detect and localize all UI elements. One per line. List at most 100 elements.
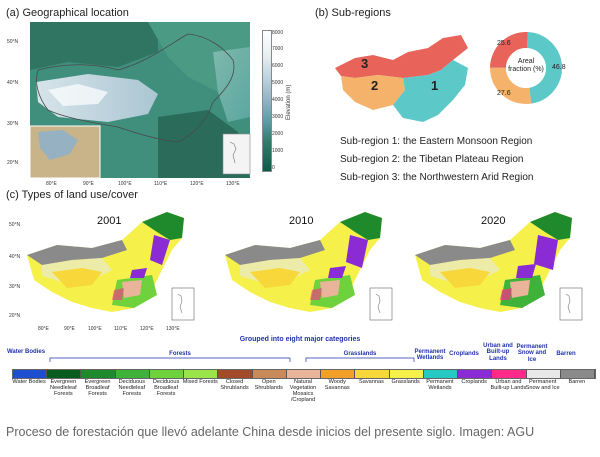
colorbar-label: Elevation (m) xyxy=(286,84,292,120)
legend-class-label: Open Shrublands xyxy=(254,379,283,391)
category-label: Permanent Snow and Ice xyxy=(516,344,548,363)
legend-class-label: Deciduous Broadleaf Forests xyxy=(152,379,180,397)
panel-c-title: (c) Types of land use/cover xyxy=(6,189,138,201)
legend-class-label: Permanent Wetlands xyxy=(426,379,454,391)
legend-swatch xyxy=(252,370,287,378)
lon-label: 90°E xyxy=(64,326,75,332)
legend-swatch xyxy=(47,370,82,378)
donut-hole xyxy=(506,48,546,88)
donut-slice xyxy=(490,32,528,69)
colorbar-tick: 4000 xyxy=(272,97,284,103)
areal-fraction-donut: Areal fraction (%) 46.8 27.6 25.6 xyxy=(486,28,566,108)
landcover-map-svg xyxy=(220,210,395,325)
legend-swatch xyxy=(81,370,116,378)
category-brackets xyxy=(49,357,415,362)
region-description: Sub-region 2: the Tibetan Plateau Region xyxy=(340,154,524,165)
panel-a-title: (a) Geographical location xyxy=(6,7,129,19)
colorbar-tick: 6000 xyxy=(272,63,284,69)
elevation-map-svg xyxy=(29,22,251,179)
landcover-map-svg xyxy=(410,210,585,325)
lat-label: 40°N xyxy=(7,80,19,86)
lat-label: 20°N xyxy=(9,313,21,319)
landcover-map-2001 xyxy=(22,210,197,325)
lon-label: 100°E xyxy=(88,326,102,332)
legend-swatch xyxy=(492,370,527,378)
region-description: Sub-region 1: the Eastern Monsoon Region xyxy=(340,136,533,147)
donut-center-label: Areal fraction (%) xyxy=(508,58,544,73)
elevation-colorbar xyxy=(262,30,272,172)
legend-swatch xyxy=(560,370,595,378)
lon-label: 100°E xyxy=(118,181,132,187)
legend-swatch xyxy=(423,370,459,378)
donut-value-label: 46.8 xyxy=(552,64,566,71)
legend-class-label: Deciduous Needleleaf Forests xyxy=(118,379,146,397)
legend-class-label: Barren xyxy=(568,379,586,385)
colorbar-tick: 1000 xyxy=(272,148,284,154)
landcover-map-2020 xyxy=(410,210,585,325)
lon-label: 80°E xyxy=(38,326,49,332)
colorbar-ticks: 8000 7000 6000 5000 4000 3000 2000 1000 … xyxy=(272,30,294,175)
legend-class-label: Closed Shrublands xyxy=(220,379,249,391)
lon-label: 130°E xyxy=(166,326,180,332)
region-number-1: 1 xyxy=(431,78,439,93)
lon-label: 120°E xyxy=(140,326,154,332)
legend-class-label: Water Bodies xyxy=(12,379,46,385)
landcover-legend-bar xyxy=(12,369,596,379)
category-label: Barren xyxy=(556,351,576,357)
category-label: Forests xyxy=(169,351,191,357)
donut-svg xyxy=(490,32,562,104)
donut-slice xyxy=(490,67,532,104)
legend-swatch xyxy=(355,370,390,378)
lat-label: 20°N xyxy=(7,160,19,166)
lon-label: 80°E xyxy=(46,181,57,187)
legend-swatch xyxy=(149,370,185,378)
legend-swatch xyxy=(115,370,150,378)
image-caption: Proceso de forestación que llevó adelant… xyxy=(6,425,535,439)
lat-label: 50°N xyxy=(9,222,21,228)
donut-value-label: 27.6 xyxy=(497,90,511,97)
category-label: Urban and Built-up Lands xyxy=(483,343,513,362)
elevation-map xyxy=(8,22,270,179)
lon-label: 120°E xyxy=(190,181,204,187)
legend-swatch xyxy=(458,370,493,378)
category-label: Water Bodies xyxy=(6,349,46,355)
colorbar-tick: 3000 xyxy=(272,114,284,120)
colorbar-tick: 2000 xyxy=(272,131,284,137)
landcover-map-2010 xyxy=(220,210,395,325)
colorbar-tick: 7000 xyxy=(272,46,284,52)
legend-swatch xyxy=(526,370,561,378)
lat-label: 40°N xyxy=(9,254,21,260)
lat-label: 50°N xyxy=(7,39,19,45)
lat-label: 30°N xyxy=(9,284,21,290)
subregion-map-svg xyxy=(335,35,468,122)
category-label: Permanent Wetlands xyxy=(414,349,446,362)
region-description: Sub-region 3: the Northwestern Arid Regi… xyxy=(340,172,534,183)
legend-class-label: Evergreen Broadleaf Forests xyxy=(84,379,111,397)
legend-class-label: Croplands xyxy=(461,379,487,385)
landcover-map-svg xyxy=(22,210,197,325)
legend-swatch xyxy=(321,370,356,378)
legend-class-label: Natural Vegetation Mosaics /Cropland xyxy=(289,379,317,403)
legend-class-label: Grasslands xyxy=(391,379,420,385)
grouped-categories-title: Grouped into eight major categories xyxy=(239,336,361,343)
colorbar-tick: 5000 xyxy=(272,80,284,86)
category-label: Croplands xyxy=(449,351,479,357)
subregion-map: 3 2 1 xyxy=(333,30,473,125)
legend-swatch xyxy=(218,370,253,378)
legend-swatch xyxy=(286,370,322,378)
lon-label: 90°E xyxy=(83,181,94,187)
category-label: Grasslands xyxy=(343,351,377,357)
map-year-2001: 2001 xyxy=(97,215,122,227)
legend-swatch xyxy=(13,370,48,378)
legend-class-label: Savannas xyxy=(359,379,384,385)
legend-swatch xyxy=(184,370,219,378)
legend-class-label: Evergreen Needleleaf Forests xyxy=(49,379,77,397)
donut-slice xyxy=(526,32,562,104)
legend-class-label: Mixed Forests xyxy=(182,379,218,385)
region-number-2: 2 xyxy=(371,78,379,93)
donut-value-label: 25.6 xyxy=(497,40,511,47)
map-year-2010: 2010 xyxy=(289,215,314,227)
landcover-legend-labels: Water Bodies Evergreen Needleleaf Forests… xyxy=(12,379,594,418)
legend-class-label: Woody Savannas xyxy=(324,379,350,391)
panel-b-title: (b) Sub-regions xyxy=(315,7,391,19)
